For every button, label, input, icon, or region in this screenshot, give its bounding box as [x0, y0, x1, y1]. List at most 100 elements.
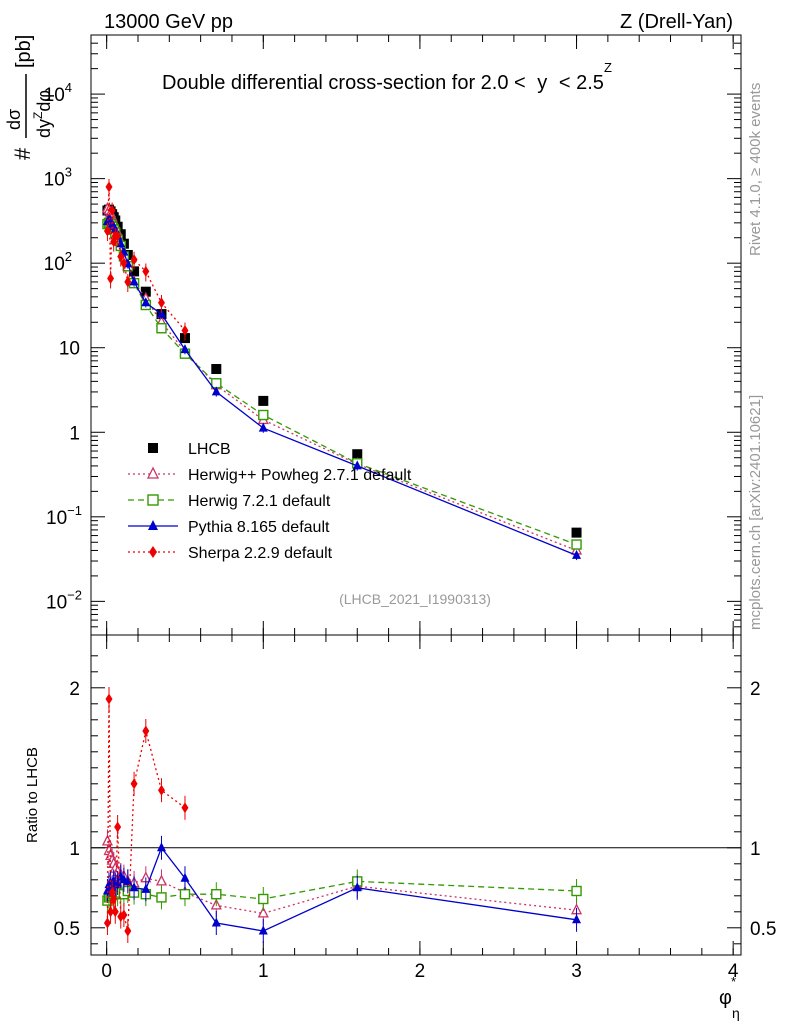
axis-ticks	[91, 34, 741, 955]
legend-label: Herwig 7.2.1 default	[188, 493, 331, 510]
data-point	[120, 257, 128, 269]
y-tick-base: 10	[59, 339, 80, 360]
data-point	[258, 925, 268, 935]
data-point	[572, 549, 582, 559]
y-tick-label: 10	[59, 339, 80, 360]
y-tick-exp: 4	[65, 80, 72, 95]
ratio-tick-label-right: 0.5	[750, 919, 776, 940]
y-tick-base: 10	[46, 508, 67, 529]
x-tick-label: 1	[258, 961, 269, 982]
mcplots-label: mcplots.cern.ch [arXiv:2401.10621]	[747, 395, 764, 630]
data-point	[157, 784, 165, 796]
series-herwig-7-2-1-default	[102, 217, 582, 913]
data-point	[113, 877, 123, 887]
data-point	[114, 230, 122, 242]
data-point	[257, 906, 269, 918]
y-tick-exp: −1	[67, 503, 82, 518]
ratio-tick-label: 0.5	[54, 919, 80, 940]
data-point	[124, 276, 132, 288]
data-point	[123, 875, 133, 885]
series-pythia-8-165-default	[102, 213, 582, 943]
y-tick-base: 10	[46, 592, 67, 613]
data-point	[105, 181, 113, 193]
legend-label: LHCB	[188, 441, 231, 458]
data-point	[129, 276, 139, 286]
y-tick-exp: 3	[65, 165, 72, 180]
data-point	[108, 204, 116, 216]
legend-entry: Herwig++ Powheg 2.7.1 default	[128, 466, 412, 484]
data-point	[129, 266, 140, 277]
data-point	[181, 324, 189, 336]
data-point	[181, 802, 189, 814]
data-point	[258, 395, 269, 406]
ylabel-denom: dyZdφ	[31, 90, 54, 138]
ratio-tick-label: 2	[69, 679, 80, 700]
data-point	[147, 494, 159, 506]
data-point	[572, 914, 582, 924]
ylabel-denom-dy: dy	[34, 119, 54, 138]
data-point	[156, 842, 166, 852]
series-line	[106, 208, 577, 552]
data-point	[107, 906, 115, 918]
data-point	[130, 254, 138, 266]
data-point	[211, 386, 221, 396]
data-point	[157, 297, 165, 309]
legend-entry: Pythia 8.165 default	[128, 519, 330, 536]
legend: LHCB Herwig++ Powheg 2.7.1 default Herwig …	[128, 441, 412, 562]
ratio-panel-frame	[90, 634, 742, 956]
data-point	[130, 778, 138, 790]
x-axis-label-phi: φ	[719, 987, 732, 1009]
y-tick-label: 1	[69, 423, 80, 444]
energy-label: 13000 GeV pp	[104, 11, 233, 33]
series-line	[107, 222, 577, 546]
series-line	[106, 218, 577, 556]
data-point	[211, 378, 222, 389]
legend-entry: Sherpa 2.2.9 default	[128, 545, 333, 562]
data-point	[146, 466, 160, 479]
data-point	[156, 323, 167, 334]
data-point	[180, 872, 190, 882]
x-axis-label: φ	[719, 987, 732, 1009]
data-point	[211, 917, 221, 927]
data-point	[352, 460, 362, 470]
series-herwig-powheg-2-7-1-default	[101, 201, 583, 926]
data-point	[124, 925, 132, 937]
y-tick-label: 103	[44, 165, 72, 191]
ylabel-unit: [pb]	[13, 35, 35, 68]
data-point	[140, 286, 151, 297]
chart-title-end: < 2.5	[559, 72, 604, 94]
data-point	[179, 889, 191, 900]
chart-title-sym: y	[537, 72, 547, 94]
y-tick-base: 10	[44, 254, 65, 275]
main-ylabel: # dσ dyZdφ [pb]	[4, 35, 54, 160]
chart-title-main: Double differential cross-section for 2.…	[162, 72, 526, 94]
ratio-tick-label: 1	[69, 839, 80, 860]
legend-label: Pythia 8.165 default	[188, 519, 330, 536]
legend-entry: Herwig 7.2.1 default	[128, 493, 331, 510]
ylabel-hash: #	[10, 147, 35, 160]
data-point	[148, 520, 158, 530]
y-tick-base: 10	[44, 85, 65, 106]
data-point	[155, 874, 168, 886]
x-axis-label-sub: η	[732, 1005, 740, 1021]
ratio-tick-label-right: 2	[750, 679, 761, 700]
data-point	[103, 917, 111, 929]
x-tick-label: 2	[415, 961, 426, 982]
data-point	[571, 885, 582, 897]
series-layer	[101, 178, 583, 943]
data-point	[114, 821, 122, 833]
data-point	[571, 539, 582, 550]
data-point	[142, 725, 150, 737]
x-tick-label: 0	[101, 961, 112, 982]
data-point	[117, 250, 125, 262]
rivet-label: Rivet 4.1.0, ≥ 400k events	[747, 83, 764, 256]
ratio-tick-label-right: 1	[750, 839, 761, 860]
legend-label: Sherpa 2.2.9 default	[188, 545, 333, 562]
x-axis-label-sup: *	[731, 974, 736, 989]
ratio-ylabel: Ratio to LHCB	[24, 747, 41, 843]
series-lhcb	[102, 204, 582, 538]
data-point	[352, 882, 362, 892]
x-tick-label: 4	[728, 961, 739, 982]
